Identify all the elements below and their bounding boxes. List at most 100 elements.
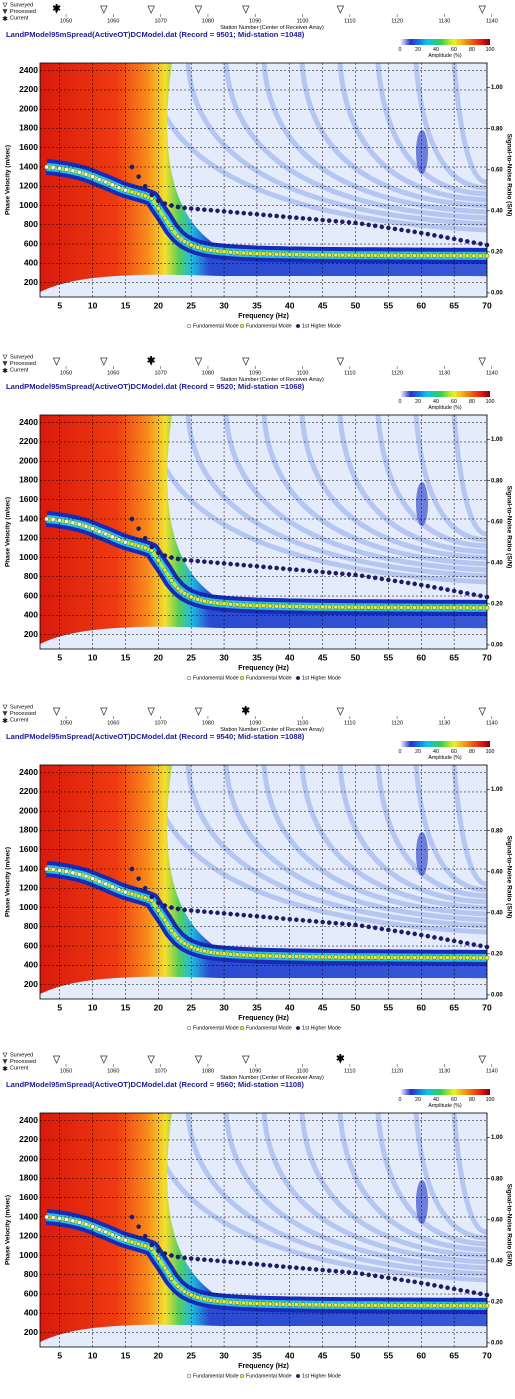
mode-point xyxy=(280,916,286,921)
mode-point xyxy=(432,605,437,610)
mode-point xyxy=(399,955,404,960)
mode-point xyxy=(208,599,214,605)
station-legend-label: Processed xyxy=(10,1059,36,1065)
x-tick-label: 40 xyxy=(285,300,295,310)
mode-point xyxy=(451,1303,457,1309)
mode-point xyxy=(261,1301,266,1307)
mode-point xyxy=(129,516,135,522)
mode-point xyxy=(241,952,247,958)
mode-point xyxy=(261,953,266,959)
mode-point xyxy=(136,526,141,531)
y-tick-label: 1600 xyxy=(19,494,38,504)
mode-point xyxy=(359,573,365,579)
y-tick-label: 800 xyxy=(24,219,38,229)
mode-point xyxy=(458,1303,464,1309)
mode-point xyxy=(399,929,404,935)
colorbar-tick-label: 0 xyxy=(399,399,402,405)
mode-point xyxy=(379,253,385,258)
y2-tick-label: 1.00 xyxy=(491,1135,503,1141)
mode-point xyxy=(202,948,207,954)
colorbar-tick-label: 100 xyxy=(486,399,495,405)
station-tick-label: 1100 xyxy=(297,1068,309,1074)
surveyed-station xyxy=(147,1055,155,1064)
mode-point xyxy=(471,592,477,597)
chart-title: LandPModel95mSpread(ActiveOT)DCModel.dat… xyxy=(6,732,305,741)
mode-point xyxy=(241,602,247,608)
mode-point xyxy=(405,605,411,610)
station-tick-label: 1050 xyxy=(60,18,72,24)
mode-point xyxy=(478,241,483,247)
colorbar-label: Amplitude (%) xyxy=(428,405,461,411)
y-tick-label: 1600 xyxy=(19,1192,38,1202)
mode-point xyxy=(175,936,181,941)
mode-point xyxy=(103,881,109,887)
x-tick-label: 65 xyxy=(449,1002,459,1012)
mode-point xyxy=(287,916,293,922)
mode-point xyxy=(438,605,444,610)
y2-tick-label: 0.80 xyxy=(491,1176,503,1182)
mode-point xyxy=(254,1301,260,1306)
x-tick-label: 20 xyxy=(154,1002,164,1012)
image-stripe xyxy=(261,415,487,567)
mode-point xyxy=(346,1270,352,1275)
mode-point xyxy=(451,588,457,594)
mode-point xyxy=(248,1261,253,1267)
colorbar-tick-label: 60 xyxy=(451,749,457,755)
y2-tick-label: 0.80 xyxy=(491,478,503,484)
mode-point xyxy=(379,1274,385,1280)
y-tick-label: 200 xyxy=(24,277,38,287)
legend-marker xyxy=(296,1374,301,1379)
mode-point xyxy=(333,570,339,576)
plot-frame xyxy=(39,1112,488,1348)
mode-point xyxy=(162,553,168,558)
surveyed-station xyxy=(52,707,61,716)
y-tick-label: 1400 xyxy=(19,1211,38,1221)
mode-point xyxy=(366,574,371,580)
mode-point xyxy=(412,955,417,960)
mode-point xyxy=(346,252,352,258)
colorbar xyxy=(400,391,490,397)
legend-symbol xyxy=(2,704,8,710)
image-stripe xyxy=(451,415,487,537)
mode-point xyxy=(261,914,266,920)
mode-point xyxy=(353,954,358,960)
mode-point xyxy=(110,534,115,540)
dispersion-image xyxy=(40,415,487,649)
legend-label: Fundamental Mode xyxy=(246,323,292,329)
colorbar-tick-label: 80 xyxy=(469,749,475,755)
mode-point xyxy=(412,605,417,610)
mode-point xyxy=(156,1256,161,1261)
mode-point xyxy=(326,954,332,960)
mode-point xyxy=(326,570,332,575)
mode-point xyxy=(195,558,201,564)
station-tick-label: 1120 xyxy=(391,1068,403,1074)
colorbar-tick-label: 40 xyxy=(433,47,439,53)
mode-point xyxy=(90,174,95,179)
mode-point xyxy=(405,1278,411,1284)
mode-point xyxy=(340,954,345,960)
mode-point xyxy=(451,955,457,961)
mode-point xyxy=(228,1299,233,1305)
image-stripe xyxy=(413,1113,487,1241)
mode-point xyxy=(386,577,391,583)
mode-point xyxy=(464,591,470,596)
x-tick-label: 55 xyxy=(384,300,394,310)
mode-point xyxy=(294,1265,299,1271)
surveyed-station xyxy=(478,707,487,716)
y2-tick-label: 0.20 xyxy=(491,1299,503,1305)
mode-point xyxy=(340,1302,345,1308)
surveyed-station xyxy=(336,707,345,716)
colorbar-tick-label: 0 xyxy=(399,47,402,53)
mode-point xyxy=(392,253,398,258)
station-tick-label: 1060 xyxy=(107,18,119,24)
x-tick-label: 65 xyxy=(449,1350,459,1360)
mode-point xyxy=(392,578,398,584)
y2-tick-label: 0.40 xyxy=(491,208,503,214)
mode-point xyxy=(412,229,417,235)
mode-point xyxy=(418,932,424,938)
y-tick-label: 600 xyxy=(24,238,38,248)
mode-point xyxy=(458,589,464,595)
mode-point xyxy=(57,868,63,873)
mode-point xyxy=(274,213,279,219)
mode-point xyxy=(320,1267,325,1273)
